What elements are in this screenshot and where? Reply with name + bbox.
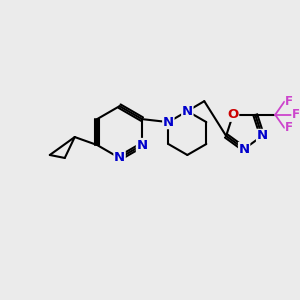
Text: N: N <box>114 152 125 164</box>
Text: N: N <box>256 129 268 142</box>
Text: O: O <box>227 108 239 121</box>
Text: N: N <box>182 105 193 118</box>
Text: N: N <box>136 139 148 152</box>
Text: N: N <box>163 116 174 129</box>
Text: F: F <box>292 108 300 121</box>
Text: F: F <box>285 95 293 108</box>
Text: N: N <box>238 142 250 155</box>
Text: F: F <box>285 121 293 134</box>
